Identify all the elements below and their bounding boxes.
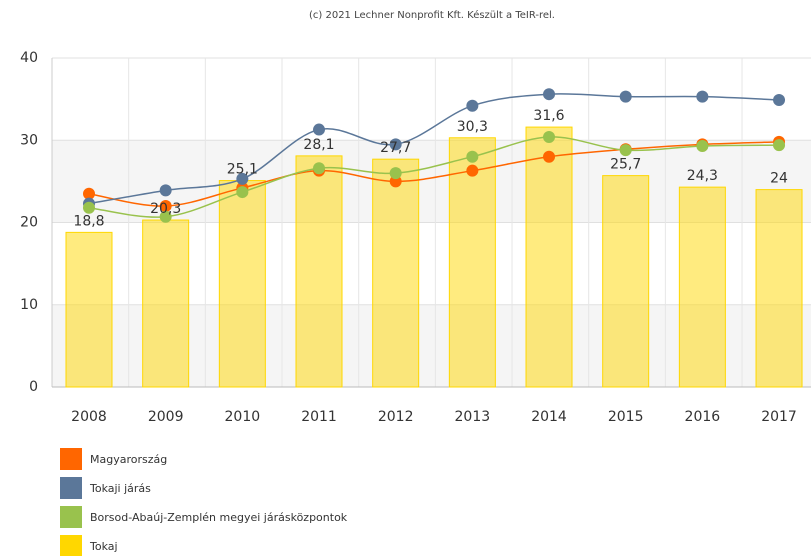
marker bbox=[773, 93, 786, 106]
marker bbox=[159, 200, 172, 213]
x-tick-label: 2014 bbox=[531, 409, 567, 425]
marker bbox=[389, 167, 402, 180]
legend-swatch bbox=[60, 448, 82, 470]
marker bbox=[466, 150, 479, 163]
x-tick-label: 2017 bbox=[761, 409, 797, 425]
marker bbox=[543, 88, 556, 101]
bar bbox=[678, 186, 726, 388]
y-tick-label: 30 bbox=[20, 132, 38, 148]
legend-label: Borsod-Abaúj-Zemplén megyei járásközpont… bbox=[90, 511, 348, 524]
bar bbox=[65, 231, 113, 388]
y-tick-label: 40 bbox=[20, 50, 38, 66]
legend-swatch bbox=[60, 477, 82, 499]
bar bbox=[448, 137, 496, 388]
x-tick-label: 2015 bbox=[608, 409, 644, 425]
y-tick-label: 10 bbox=[20, 297, 38, 313]
marker bbox=[236, 172, 249, 185]
x-tick-label: 2009 bbox=[148, 409, 184, 425]
marker bbox=[543, 150, 556, 163]
value-label: 30,3 bbox=[457, 119, 488, 135]
marker bbox=[389, 138, 402, 151]
bar bbox=[525, 126, 573, 388]
legend-label: Magyarország bbox=[90, 453, 167, 466]
marker bbox=[619, 90, 632, 103]
marker bbox=[236, 186, 249, 199]
marker bbox=[389, 175, 402, 188]
bar bbox=[142, 219, 190, 388]
marker bbox=[466, 99, 479, 112]
marker bbox=[773, 139, 786, 152]
marker bbox=[466, 164, 479, 177]
value-label: 31,6 bbox=[533, 108, 564, 124]
line bbox=[88, 136, 780, 218]
marker bbox=[313, 162, 326, 175]
y-tick-label: 20 bbox=[20, 215, 38, 231]
marker bbox=[696, 90, 709, 103]
marker bbox=[313, 123, 326, 136]
value-label: 28,1 bbox=[303, 137, 334, 153]
value-label: 25,7 bbox=[610, 157, 641, 173]
x-tick-label: 2010 bbox=[225, 409, 261, 425]
legend-label: Tokaji járás bbox=[89, 482, 151, 495]
marker bbox=[83, 201, 95, 214]
marker bbox=[159, 210, 172, 223]
bar bbox=[602, 175, 650, 388]
bar bbox=[755, 189, 803, 388]
marker bbox=[619, 144, 632, 157]
value-label: 27,7 bbox=[380, 140, 411, 156]
marker bbox=[83, 187, 95, 200]
marker bbox=[696, 140, 709, 153]
line bbox=[88, 141, 780, 207]
value-label: 18,8 bbox=[73, 213, 104, 229]
bar bbox=[372, 158, 420, 388]
x-tick-label: 2013 bbox=[455, 409, 491, 425]
legend-label: Tokaj bbox=[89, 540, 118, 553]
legend-swatch bbox=[60, 506, 82, 528]
value-label: 24,3 bbox=[687, 168, 718, 184]
x-tick-label: 2011 bbox=[301, 409, 337, 425]
marker bbox=[159, 184, 172, 197]
marker bbox=[543, 130, 556, 143]
y-tick-label: 0 bbox=[29, 379, 38, 395]
x-tick-label: 2016 bbox=[685, 409, 721, 425]
chart-subtitle: (c) 2021 Lechner Nonprofit Kft. Készült … bbox=[309, 9, 555, 21]
legend-swatch bbox=[60, 535, 82, 556]
value-label: 25,1 bbox=[227, 162, 258, 178]
value-label: 24 bbox=[770, 171, 788, 187]
line bbox=[88, 93, 780, 205]
value-label: 20,3 bbox=[150, 201, 181, 217]
x-tick-label: 2012 bbox=[378, 409, 414, 425]
x-tick-label: 2008 bbox=[71, 409, 107, 425]
bar bbox=[218, 180, 266, 388]
bar bbox=[295, 155, 343, 388]
